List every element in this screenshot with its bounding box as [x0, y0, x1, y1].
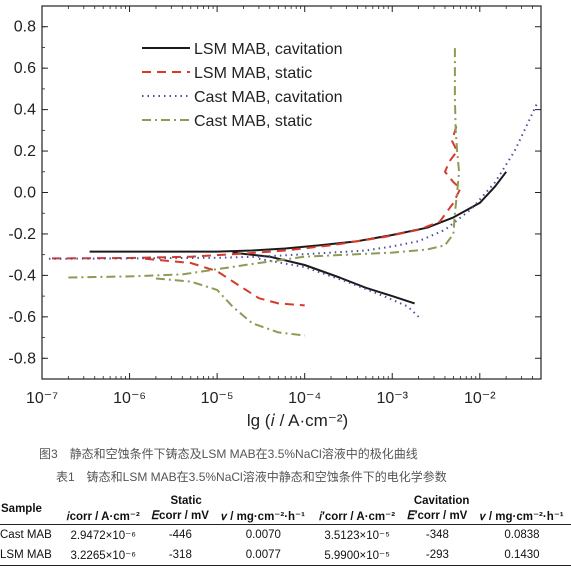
table-cell: -318: [146, 545, 215, 566]
polarization-chart: 10⁻⁷ 10⁻⁶ 10⁻⁵ 10⁻⁴ 10⁻³ 10⁻² 0.8 0.6 0.4 0.2 0.0 -…: [8, 5, 542, 430]
series-layer: [48, 47, 538, 337]
legend-label: LSM MAB, cavitation: [194, 41, 343, 58]
series-1-anodic-line: [89, 171, 507, 253]
x-tick-label: 10⁻⁶: [113, 390, 146, 407]
series-4-anodic-line: [68, 47, 461, 279]
x-tick-label: 10⁻²: [464, 390, 496, 407]
figure-caption: 图3 静态和空蚀条件下铸态及LSM MAB在3.5%NaCl溶液中的极化曲线: [39, 447, 418, 461]
column-header: 𝑣 / mg·cm⁻²·h⁻¹: [480, 510, 564, 523]
legend-label: Cast MAB, cavitation: [194, 89, 343, 106]
sample-header: Sample: [1, 503, 42, 515]
table-caption: 表1 铸态和LSM MAB在3.5%NaCl溶液中静态和空蚀条件下的电化学参数: [56, 470, 447, 484]
table-cell: 0.0070: [245, 529, 281, 541]
table-row: Cast MAB 2.9472×10⁻⁶ -446 0.0070 3.5123×…: [0, 525, 571, 546]
y-tick-label: 0.2: [14, 143, 36, 160]
static-group-header: Static: [170, 495, 202, 507]
table-group-header-row: Sample Static Cavitation: [0, 490, 571, 515]
legend: LSM MAB, cavitation LSM MAB, static Cast M…: [142, 41, 343, 130]
table-cell-sample: LSM MAB: [0, 545, 60, 566]
plot-frame: [41, 5, 542, 380]
table-row: LSM MAB 3.2265×10⁻⁶ -318 0.0077 5.9900×1…: [0, 545, 571, 566]
column-header: 𝐸corr / mV: [151, 509, 209, 522]
y-tick-label: -0.2: [8, 226, 36, 243]
chart-svg: 10⁻⁷ 10⁻⁶ 10⁻⁵ 10⁻⁴ 10⁻³ 10⁻² 0.8 0.6 0.4 0.2 0.0 -…: [8, 5, 542, 430]
axes-layer: 10⁻⁷ 10⁻⁶ 10⁻⁵ 10⁻⁴ 10⁻³ 10⁻² 0.8 0.6 0.4 0.2 0.0 -…: [8, 5, 542, 407]
table-cell: 3.5123×10⁻⁵: [324, 530, 390, 542]
column-header: 𝑣 / mg·cm⁻²·h⁻¹: [221, 510, 305, 523]
y-tick-label: 0.6: [14, 60, 36, 77]
column-header: 𝑖corr / A·cm⁻²: [66, 510, 140, 523]
series-1-cathodic-line: [232, 251, 415, 305]
table-cell-sample: Cast MAB: [0, 529, 52, 541]
legend-label: Cast MAB, static: [194, 113, 312, 130]
x-tick-label: 10⁻⁴: [288, 390, 321, 407]
y-tick-label: 0.4: [14, 102, 36, 119]
table-column-header-row: 𝑖corr / A·cm⁻² 𝐸corr / mV 𝑣 / mg·cm⁻²·h⁻…: [0, 508, 571, 525]
x-axis-label: lg (𝑖 / A·cm⁻²): [247, 411, 348, 430]
series-4-cathodic-line: [155, 277, 305, 337]
y-tick-label: -0.8: [8, 350, 36, 367]
x-tick-label: 10⁻⁷: [26, 390, 58, 407]
table-cell: 0.0077: [214, 545, 313, 566]
series-2-cathodic-line: [144, 257, 305, 307]
y-tick-label: 0.8: [14, 19, 36, 36]
x-tick-label: 10⁻³: [376, 390, 408, 407]
x-tick-label: 10⁻⁵: [201, 390, 234, 407]
table-cell: -446: [168, 529, 192, 541]
table-cell: 0.0838: [504, 529, 540, 541]
table-cell: 0.1430: [472, 545, 571, 566]
series-2-anodic-line: [51, 123, 462, 260]
column-header: 𝐸′corr / mV: [407, 509, 468, 522]
table-cell: 2.9472×10⁻⁶: [70, 530, 136, 542]
series-3-anodic-line: [48, 102, 538, 260]
table-cell: 5.9900×10⁻⁵: [312, 545, 402, 566]
legend-label: LSM MAB, static: [194, 65, 312, 82]
y-tick-label: -0.6: [8, 309, 36, 326]
y-tick-label: 0.0: [14, 185, 36, 202]
table-cell: -293: [401, 545, 473, 566]
series-3-cathodic-line: [258, 257, 420, 318]
parameters-table: Sample Static Cavitation 𝑖corr / A·cm⁻² …: [0, 490, 571, 566]
table-cell: -348: [425, 529, 449, 541]
table-cell: 3.2265×10⁻⁶: [60, 545, 147, 566]
column-header: 𝑖′corr / A·cm⁻²: [319, 510, 396, 523]
cavitation-group-header: Cavitation: [413, 495, 470, 507]
y-tick-label: -0.4: [8, 267, 36, 284]
